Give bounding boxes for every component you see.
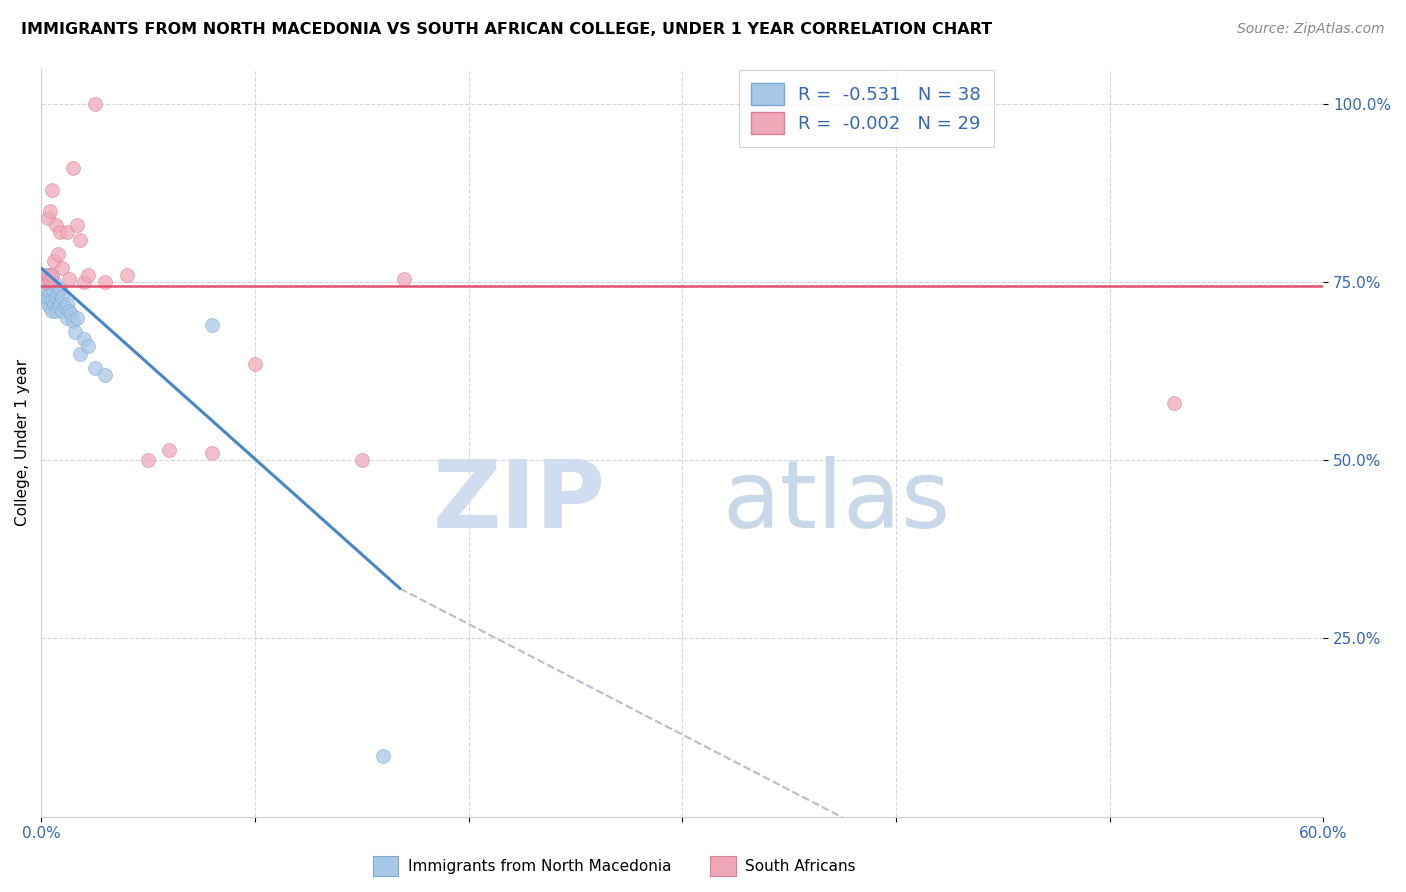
Point [73, 332, 96, 346]
Point [41, 303, 63, 318]
Point [394, 271, 416, 285]
Point [1163, 396, 1185, 410]
Point [83, 97, 105, 112]
Point [58, 271, 80, 285]
Point [55, 226, 77, 240]
Point [243, 357, 266, 371]
Point [94, 368, 117, 382]
Point [66, 219, 89, 233]
Point [42, 253, 65, 268]
Point [371, 749, 394, 764]
Point [53, 300, 76, 314]
Point [45, 303, 67, 318]
Point [115, 268, 138, 282]
Text: Source: ZipAtlas.com: Source: ZipAtlas.com [1237, 22, 1385, 37]
Point [51, 260, 73, 275]
Point [83, 360, 105, 375]
Point [41, 293, 63, 307]
Point [46, 246, 69, 260]
Point [37, 289, 59, 303]
Point [77, 268, 100, 282]
Point [201, 318, 224, 332]
Text: ZIP: ZIP [433, 457, 605, 549]
Legend: R =  -0.531   N = 38, R =  -0.002   N = 29: R = -0.531 N = 38, R = -0.002 N = 29 [738, 70, 994, 146]
Point [32, 271, 55, 285]
Point [34, 275, 56, 289]
Point [37, 268, 59, 282]
Point [65, 325, 87, 339]
Point [69, 233, 91, 247]
Point [60, 307, 83, 321]
Point [201, 446, 224, 460]
Point [62, 314, 84, 328]
Point [51, 289, 73, 303]
Point [58, 303, 80, 318]
Point [350, 453, 373, 467]
Point [38, 300, 60, 314]
Point [62, 161, 84, 176]
Point [157, 442, 180, 457]
Point [45, 219, 67, 233]
Point [55, 296, 77, 310]
Text: Immigrants from North Macedonia: Immigrants from North Macedonia [408, 859, 672, 873]
Point [38, 268, 60, 282]
Point [34, 268, 56, 282]
Text: IMMIGRANTS FROM NORTH MACEDONIA VS SOUTH AFRICAN COLLEGE, UNDER 1 YEAR CORRELATI: IMMIGRANTS FROM NORTH MACEDONIA VS SOUTH… [21, 22, 993, 37]
Point [46, 300, 69, 314]
Point [49, 226, 72, 240]
Point [41, 268, 63, 282]
Point [46, 285, 69, 300]
Point [73, 275, 96, 289]
Point [42, 275, 65, 289]
Point [49, 296, 72, 310]
Text: atlas: atlas [721, 457, 950, 549]
Point [77, 339, 100, 353]
Point [38, 204, 60, 219]
Y-axis label: College, Under 1 year: College, Under 1 year [15, 359, 30, 526]
Point [136, 453, 159, 467]
Point [66, 310, 89, 325]
Point [94, 275, 117, 289]
Point [38, 285, 60, 300]
Point [34, 282, 56, 296]
Point [37, 275, 59, 289]
Point [37, 211, 59, 226]
Point [37, 296, 59, 310]
Point [55, 310, 77, 325]
Text: South Africans: South Africans [745, 859, 856, 873]
Point [34, 289, 56, 303]
Point [41, 183, 63, 197]
Point [69, 346, 91, 360]
Point [49, 282, 72, 296]
Point [51, 303, 73, 318]
Point [42, 296, 65, 310]
Point [41, 282, 63, 296]
Point [38, 271, 60, 285]
Point [45, 289, 67, 303]
